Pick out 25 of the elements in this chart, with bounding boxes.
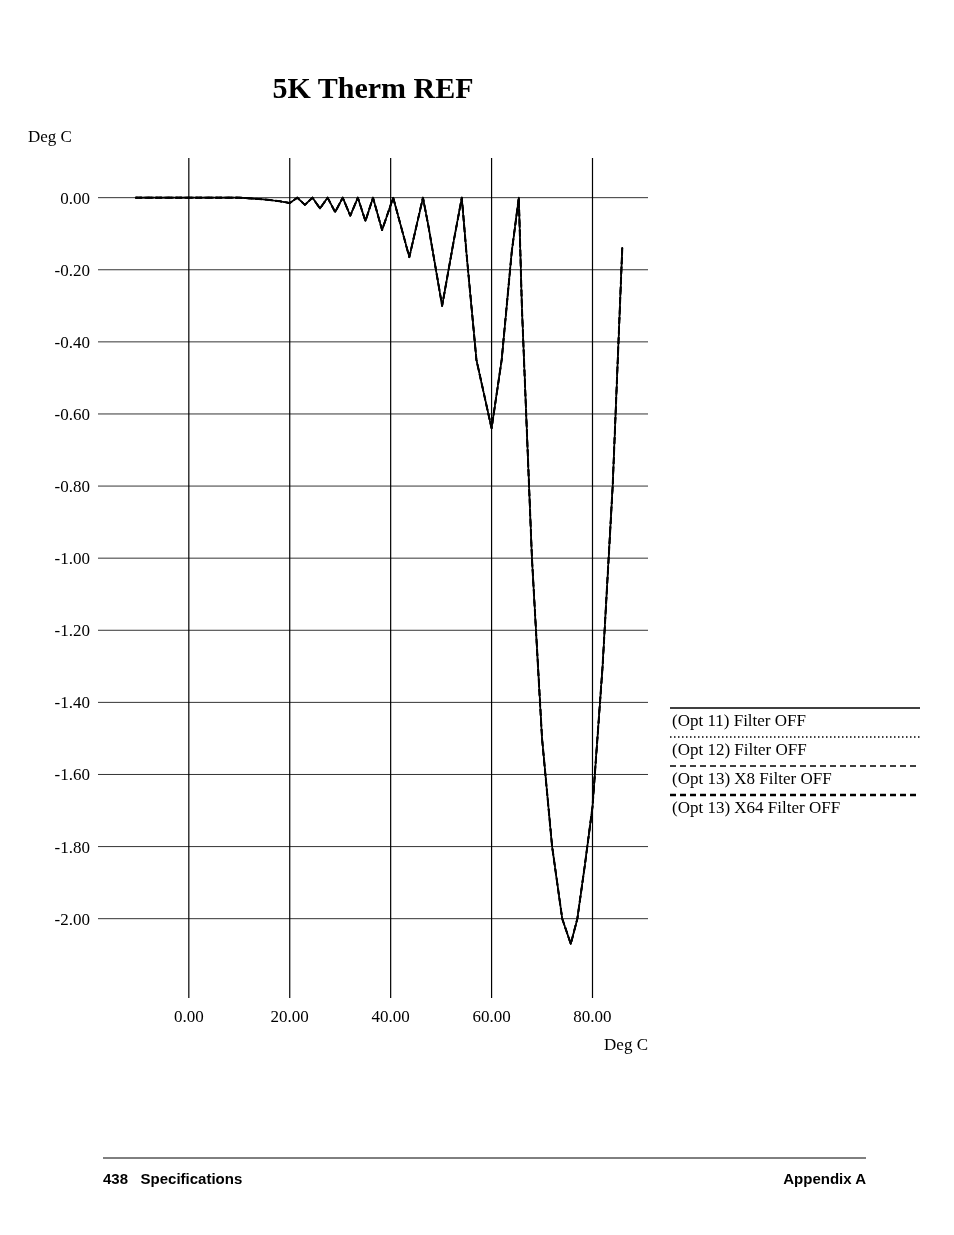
y-tick-label: -2.00	[54, 909, 90, 929]
x-axis-title: Deg C	[604, 1035, 648, 1054]
y-tick-label: 0.00	[60, 188, 90, 208]
y-axis-title: Deg C	[28, 127, 72, 146]
y-tick-label: -0.20	[54, 260, 90, 280]
y-tick-label: -0.40	[54, 332, 90, 352]
x-tick-label: 0.00	[173, 1007, 204, 1026]
text: (Opt 13) X8 Filter OFF	[672, 769, 832, 788]
text: 438 Specifications	[103, 1170, 243, 1187]
y-tick-label: -0.80	[54, 477, 90, 497]
text: (Opt 12) Filter OFF	[672, 740, 807, 759]
text: (Opt 11) Filter OFF	[672, 711, 806, 730]
y-tick-label: -1.80	[54, 837, 90, 857]
text: Appendix A	[783, 1170, 867, 1187]
chart-title: 5K Therm REF	[272, 71, 474, 104]
y-tick-label: -1.40	[54, 693, 90, 713]
y-tick-label: -1.60	[54, 765, 90, 785]
y-tick-label: -1.20	[54, 621, 90, 641]
x-tick-label: 40.00	[371, 1007, 410, 1026]
x-tick-label: 80.00	[573, 1007, 612, 1026]
y-tick-label: -0.60	[54, 404, 90, 424]
y-tick-label: -1.00	[54, 549, 90, 569]
x-tick-label: 60.00	[472, 1007, 511, 1026]
x-tick-label: 20.00	[270, 1007, 309, 1026]
text: (Opt 13) X64 Filter OFF	[672, 798, 841, 817]
